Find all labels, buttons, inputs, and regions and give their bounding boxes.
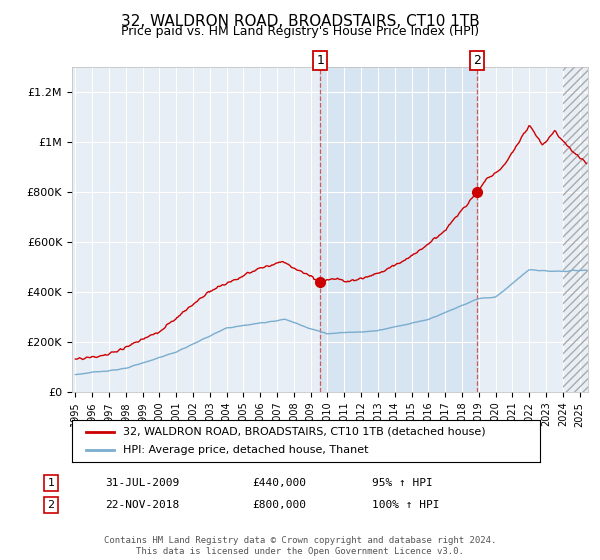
Text: 1: 1 (316, 54, 325, 67)
Text: Contains HM Land Registry data © Crown copyright and database right 2024.
This d: Contains HM Land Registry data © Crown c… (104, 536, 496, 556)
Text: £800,000: £800,000 (252, 500, 306, 510)
Text: 22-NOV-2018: 22-NOV-2018 (105, 500, 179, 510)
Text: £440,000: £440,000 (252, 478, 306, 488)
Text: Price paid vs. HM Land Registry's House Price Index (HPI): Price paid vs. HM Land Registry's House … (121, 25, 479, 38)
Text: 100% ↑ HPI: 100% ↑ HPI (372, 500, 439, 510)
Text: 95% ↑ HPI: 95% ↑ HPI (372, 478, 433, 488)
Text: HPI: Average price, detached house, Thanet: HPI: Average price, detached house, Than… (124, 445, 369, 455)
Bar (563, 67, 588, 392)
Text: 32, WALDRON ROAD, BROADSTAIRS, CT10 1TB (detached house): 32, WALDRON ROAD, BROADSTAIRS, CT10 1TB … (124, 427, 486, 437)
Bar (320, 67, 477, 392)
Text: 32, WALDRON ROAD, BROADSTAIRS, CT10 1TB: 32, WALDRON ROAD, BROADSTAIRS, CT10 1TB (121, 14, 479, 29)
Text: 31-JUL-2009: 31-JUL-2009 (105, 478, 179, 488)
Text: 2: 2 (473, 54, 481, 67)
Text: 1: 1 (47, 478, 55, 488)
Text: 2: 2 (47, 500, 55, 510)
Bar (563, 67, 588, 392)
